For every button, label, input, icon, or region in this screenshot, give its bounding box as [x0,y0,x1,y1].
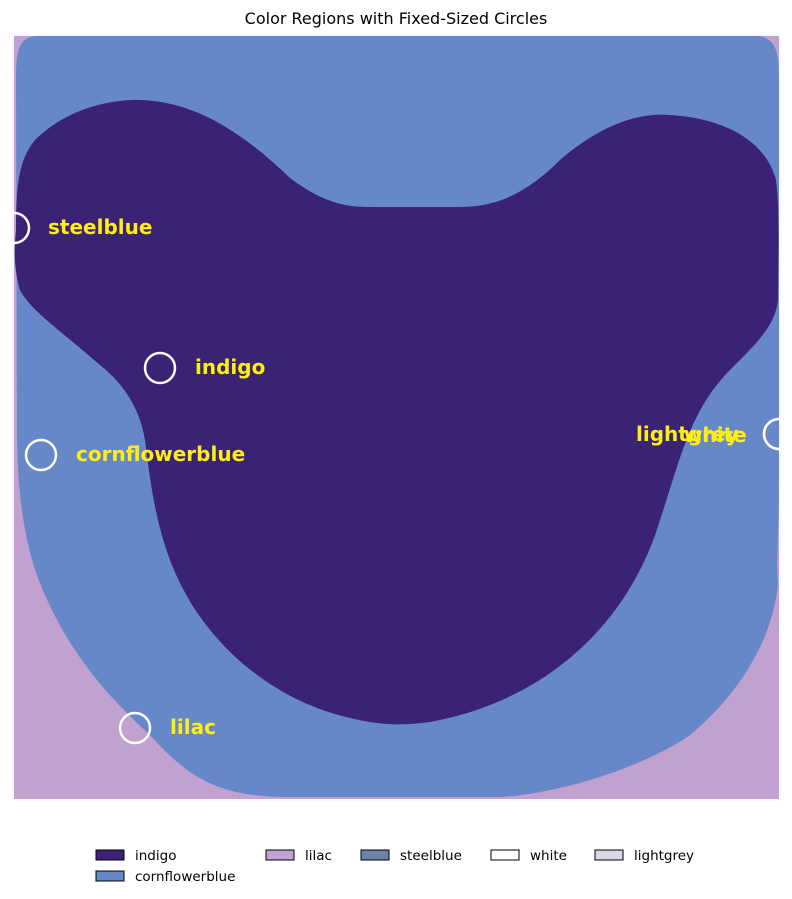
legend-label-steelblue: steelblue [400,848,462,864]
legend-item-steelblue: steelblue [360,848,462,864]
circle-label-lightgrey: lightgrey [636,422,739,446]
chart-title: Color Regions with Fixed-Sized Circles [245,9,548,28]
circle-marker-indigo [143,351,177,385]
plot-area [12,34,781,801]
legend-swatch-cornflowerblue [95,870,125,882]
legend-label-white: white [530,848,567,864]
legend-label-cornflowerblue: cornflowerblue [135,869,235,885]
legend-item-lilac: lilac [265,848,332,864]
legend-label-lightgrey: lightgrey [634,848,694,864]
legend-label-indigo: indigo [135,848,176,864]
legend-item-indigo: indigo [95,848,176,864]
circle-marker-steelblue [0,211,31,245]
circle-marker-cornflowerblue [24,438,58,472]
circle-label-steelblue: steelblue [48,215,152,239]
legend-item-white: white [490,848,567,864]
legend: indigo cornflowerblue lilac steelblue white l… [95,848,694,885]
legend-swatch-indigo [95,849,125,861]
circle-marker-white [762,417,792,451]
circle-label-white: white [684,423,747,447]
legend-item-cornflowerblue: cornflowerblue [95,869,235,885]
circle-label-lilac: lilac [170,715,216,739]
legend-swatch-lightgrey [594,849,624,861]
circle-label-indigo: indigo [195,355,265,379]
circle-label-cornflowerblue: cornflowerblue [76,442,245,466]
legend-item-lightgrey: lightgrey [594,848,694,864]
region-indigo [14,99,779,725]
legend-label-lilac: lilac [305,848,332,864]
legend-swatch-steelblue [360,849,390,861]
circle-marker-lilac [118,711,152,745]
legend-swatch-lilac [265,849,295,861]
circles-layer: steelblue indigo cornflowerblue lilac lightg… [0,211,792,745]
legend-swatch-white [490,849,520,861]
